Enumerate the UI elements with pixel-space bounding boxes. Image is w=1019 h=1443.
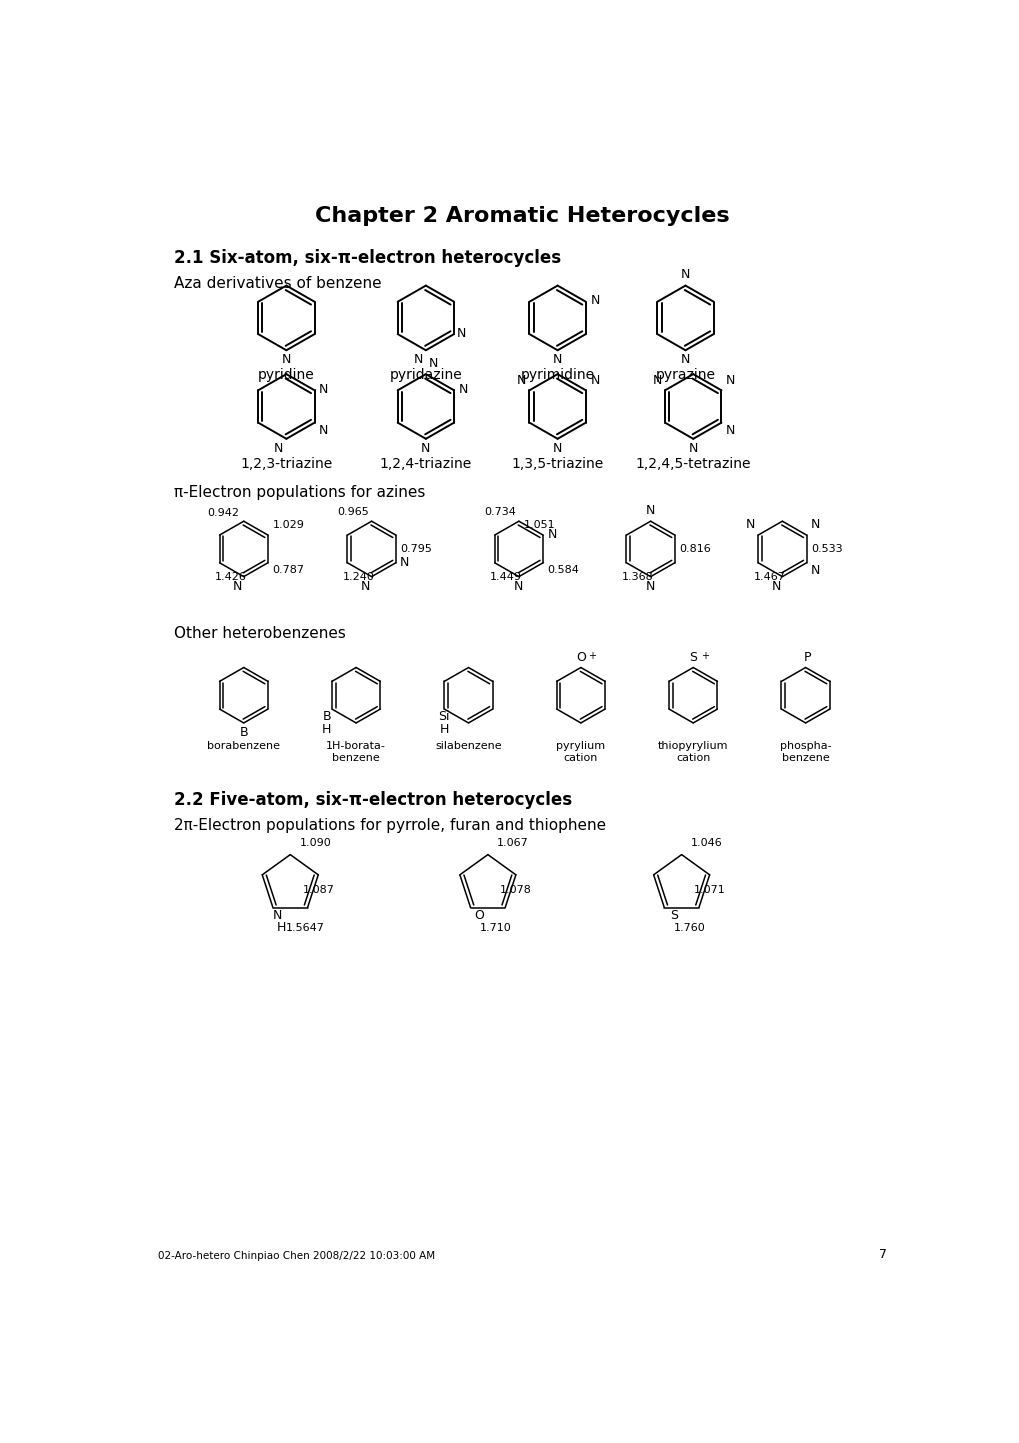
- Text: H: H: [277, 922, 286, 935]
- Text: 7: 7: [878, 1248, 887, 1261]
- Text: 1.710: 1.710: [480, 924, 512, 934]
- Text: N: N: [413, 354, 422, 367]
- Text: Chapter 2 Aromatic Heterocycles: Chapter 2 Aromatic Heterocycles: [315, 206, 730, 227]
- Text: N: N: [590, 374, 599, 387]
- Text: N: N: [590, 294, 599, 307]
- Text: N: N: [457, 326, 466, 339]
- Text: N: N: [421, 442, 430, 455]
- Text: 1,2,4-triazine: 1,2,4-triazine: [379, 456, 472, 470]
- Text: thiopyrylium
cation: thiopyrylium cation: [657, 742, 728, 763]
- Text: Other heterobenzenes: Other heterobenzenes: [174, 626, 345, 641]
- Text: H: H: [439, 723, 448, 736]
- Text: N: N: [459, 382, 468, 395]
- Text: π-Electron populations for azines: π-Electron populations for azines: [174, 485, 425, 501]
- Text: H: H: [322, 723, 331, 736]
- Text: N: N: [399, 556, 409, 569]
- Text: N: N: [645, 504, 654, 517]
- Text: silabenzene: silabenzene: [435, 742, 501, 752]
- Text: 1.071: 1.071: [693, 885, 726, 895]
- Text: +: +: [700, 651, 708, 661]
- Text: 0.942: 0.942: [207, 508, 238, 518]
- Text: N: N: [281, 354, 290, 367]
- Text: 1.090: 1.090: [300, 838, 331, 848]
- Text: 0.533: 0.533: [810, 544, 842, 554]
- Text: pyridazine: pyridazine: [389, 368, 462, 382]
- Text: 2π-Electron populations for pyrrole, furan and thiophene: 2π-Electron populations for pyrrole, fur…: [174, 818, 605, 834]
- Text: Aza derivatives of benzene: Aza derivatives of benzene: [174, 276, 381, 290]
- Text: N: N: [810, 518, 819, 531]
- Text: 1.046: 1.046: [690, 838, 722, 848]
- Text: 0.734: 0.734: [483, 506, 516, 517]
- Text: N: N: [274, 442, 283, 455]
- Text: S: S: [669, 909, 677, 922]
- Text: N: N: [318, 424, 327, 437]
- Text: N: N: [517, 374, 526, 387]
- Text: N: N: [547, 528, 556, 541]
- Text: 1.449: 1.449: [489, 571, 522, 582]
- Text: 1.426: 1.426: [215, 571, 247, 582]
- Text: 1.467: 1.467: [753, 571, 785, 582]
- Text: S: S: [689, 651, 697, 664]
- Text: 1.029: 1.029: [272, 519, 304, 530]
- Text: N: N: [726, 424, 735, 437]
- Text: N: N: [645, 580, 654, 593]
- Text: pyrazine: pyrazine: [655, 368, 714, 382]
- Text: N: N: [688, 442, 697, 455]
- Text: N: N: [810, 564, 819, 577]
- Text: 0.795: 0.795: [400, 544, 432, 554]
- Text: 1.240: 1.240: [342, 571, 374, 582]
- Text: P: P: [803, 651, 810, 664]
- Text: O: O: [474, 909, 484, 922]
- Text: N: N: [273, 909, 282, 922]
- Text: +: +: [588, 651, 596, 661]
- Text: pyridine: pyridine: [258, 368, 315, 382]
- Text: 0.816: 0.816: [679, 544, 710, 554]
- Text: N: N: [680, 268, 690, 281]
- Text: pyrylium
cation: pyrylium cation: [555, 742, 605, 763]
- Text: phospha-
benzene: phospha- benzene: [780, 742, 830, 763]
- Text: N: N: [429, 356, 438, 369]
- Text: N: N: [552, 354, 561, 367]
- Text: N: N: [552, 442, 561, 455]
- Text: N: N: [745, 518, 754, 531]
- Text: 1.051: 1.051: [523, 519, 554, 530]
- Text: 1,3,5-triazine: 1,3,5-triazine: [511, 456, 603, 470]
- Text: pyrimidine: pyrimidine: [520, 368, 594, 382]
- Text: borabenzene: borabenzene: [207, 742, 280, 752]
- Text: Si: Si: [438, 710, 449, 723]
- Text: O: O: [576, 651, 585, 664]
- Text: B: B: [239, 726, 248, 739]
- Text: N: N: [361, 580, 370, 593]
- Text: 1.067: 1.067: [496, 838, 529, 848]
- Text: 1.078: 1.078: [499, 885, 532, 895]
- Text: N: N: [319, 382, 328, 395]
- Text: N: N: [680, 354, 690, 367]
- Text: 2.1 Six-atom, six-π-electron heterocycles: 2.1 Six-atom, six-π-electron heterocycle…: [174, 248, 560, 267]
- Text: N: N: [652, 374, 661, 387]
- Text: 1.087: 1.087: [303, 885, 334, 895]
- Text: 1.5647: 1.5647: [285, 924, 324, 934]
- Text: N: N: [726, 374, 735, 387]
- Text: 0.965: 0.965: [336, 506, 368, 517]
- Text: N: N: [232, 580, 242, 593]
- Text: 2.2 Five-atom, six-π-electron heterocycles: 2.2 Five-atom, six-π-electron heterocycl…: [174, 791, 572, 810]
- Text: 02-Aro-hetero Chinpiao Chen 2008/2/22 10:03:00 AM: 02-Aro-hetero Chinpiao Chen 2008/2/22 10…: [158, 1251, 435, 1261]
- Text: 1.368: 1.368: [622, 571, 653, 582]
- Text: B: B: [322, 710, 331, 723]
- Text: 1,2,3-triazine: 1,2,3-triazine: [240, 456, 332, 470]
- Text: 1.760: 1.760: [674, 924, 705, 934]
- Text: N: N: [514, 580, 523, 593]
- Text: N: N: [770, 580, 781, 593]
- Text: 1H-borata-
benzene: 1H-borata- benzene: [326, 742, 385, 763]
- Text: 1,2,4,5-tetrazine: 1,2,4,5-tetrazine: [635, 456, 750, 470]
- Text: 0.787: 0.787: [272, 564, 305, 574]
- Text: 0.584: 0.584: [547, 564, 579, 574]
